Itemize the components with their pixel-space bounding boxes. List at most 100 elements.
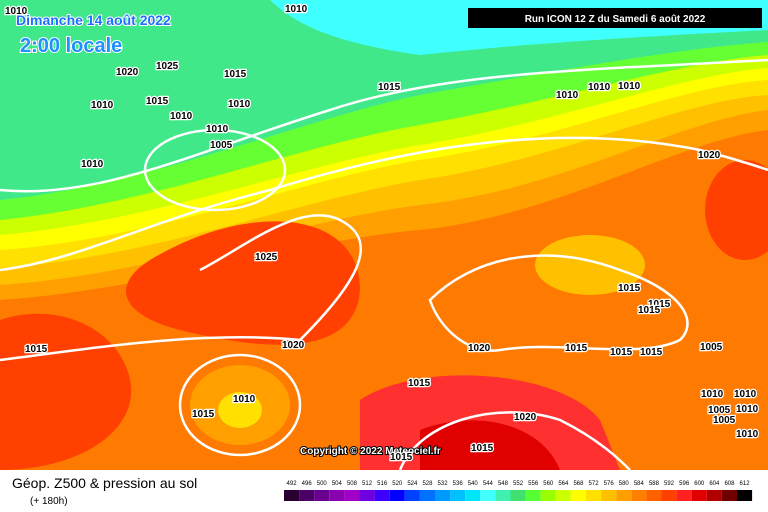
legend-label: 612 [740, 481, 751, 487]
legend-swatch [359, 490, 375, 501]
isobar-label: 1005 [708, 405, 731, 416]
isobar-label: 1015 [146, 96, 169, 107]
legend-label: 548 [498, 481, 509, 487]
legend-label: 560 [543, 481, 554, 487]
legend-label: 544 [483, 481, 494, 487]
isobar-label: 1020 [514, 412, 537, 423]
field-blob [535, 235, 645, 295]
legend-label: 524 [407, 481, 418, 487]
legend-label: 608 [724, 481, 735, 487]
isobar-label: 1010 [228, 99, 251, 110]
isobar [143, 128, 287, 212]
isobar-label: 1015 [610, 347, 633, 358]
isobar-label: 1015 [640, 347, 663, 358]
run-box [468, 8, 762, 28]
legend-label: 532 [438, 481, 449, 487]
legend-label: 600 [694, 481, 705, 487]
field-band [0, 0, 768, 200]
isobar-label: 1010 [81, 159, 104, 170]
legend-label: 576 [604, 481, 615, 487]
isobar-label: 1010 [206, 124, 229, 135]
isobar-label: 1020 [468, 343, 491, 354]
legend-swatch [737, 490, 753, 501]
isobar-label: 1015 [224, 69, 247, 80]
legend-swatch [495, 490, 511, 501]
legend-label: 512 [362, 481, 373, 487]
legend-label: 520 [392, 481, 403, 487]
legend-swatch [676, 490, 692, 501]
field-blob [126, 221, 360, 345]
isobar-label: 1020 [698, 150, 721, 161]
isobar-label: 1005 [210, 140, 233, 151]
legend-label: 588 [649, 481, 660, 487]
isobar-label: 1010 [736, 404, 759, 415]
isobar-label: 1015 [471, 443, 494, 454]
field-blob [705, 160, 768, 260]
legend-swatch [450, 490, 466, 501]
isobar-label: 1025 [255, 252, 278, 263]
run-info: Run ICON 12 Z du Samedi 6 août 2022 [525, 14, 706, 25]
isobar [0, 214, 363, 362]
legend-swatch [631, 490, 647, 501]
legend-swatch [616, 490, 632, 501]
isobar-label: 1005 [713, 415, 736, 426]
legend-label: 568 [573, 481, 584, 487]
isobar-label: 1010 [736, 429, 759, 440]
legend-label: 500 [317, 481, 328, 487]
legend-swatch [721, 490, 737, 501]
isobar-label: 1015 [192, 409, 215, 420]
isobar-label: 1010 [701, 389, 724, 400]
isobar [178, 353, 302, 457]
isobar [428, 254, 689, 352]
isobar-label: 1020 [282, 340, 305, 351]
legend-label: 540 [468, 481, 479, 487]
footer-title: Géop. Z500 & pression au sol [12, 475, 197, 491]
legend-label: 496 [302, 481, 313, 487]
isobar-label: 1010 [91, 100, 114, 111]
legend-swatch [404, 490, 420, 501]
legend-swatch [586, 490, 602, 501]
isobar-label: 1010 [285, 4, 308, 15]
legend-swatch [706, 490, 722, 501]
isobar-label: 1015 [25, 344, 48, 355]
legend-swatch [555, 490, 571, 501]
legend-label: 552 [513, 481, 524, 487]
legend-swatch [540, 490, 556, 501]
isobar-label: 1015 [565, 343, 588, 354]
forecast-date: Dimanche 14 août 2022 [16, 12, 171, 28]
legend-swatch [601, 490, 617, 501]
legend-label: 536 [453, 481, 464, 487]
isobar-label: 1010 [556, 90, 579, 101]
legend-swatch [510, 490, 526, 501]
copyright: Copyright © 2022 Meteociel.fr [300, 446, 441, 457]
isobar-label: 1015 [390, 452, 413, 463]
legend-swatch [480, 490, 496, 501]
isobar [0, 136, 768, 272]
legend-label: 492 [287, 481, 298, 487]
legend-swatch [284, 490, 300, 501]
legend-swatch [374, 490, 390, 501]
isobar-label: 1015 [638, 305, 661, 316]
legend-label: 556 [528, 481, 539, 487]
isobar-label: 1015 [408, 378, 431, 389]
isobar-label: 1010 [170, 111, 193, 122]
isobar-label: 1015 [648, 299, 671, 310]
isobar-label: 1010 [233, 394, 256, 405]
legend-label: 504 [332, 481, 343, 487]
field-blob [420, 420, 560, 470]
legend-label: 596 [679, 481, 690, 487]
legend-label: 508 [347, 481, 358, 487]
legend-label: 516 [377, 481, 388, 487]
legend-label: 584 [634, 481, 645, 487]
legend-swatch [570, 490, 586, 501]
isobar-label: 1025 [156, 61, 179, 72]
field-blob [218, 392, 262, 428]
isobar [0, 58, 768, 193]
legend-swatch [465, 490, 481, 501]
field-blob [0, 313, 132, 470]
isobar-label: 1020 [116, 67, 139, 78]
footer-subtitle: (+ 180h) [30, 496, 68, 507]
isobar-label: 1010 [734, 389, 757, 400]
legend-swatch [661, 490, 677, 501]
